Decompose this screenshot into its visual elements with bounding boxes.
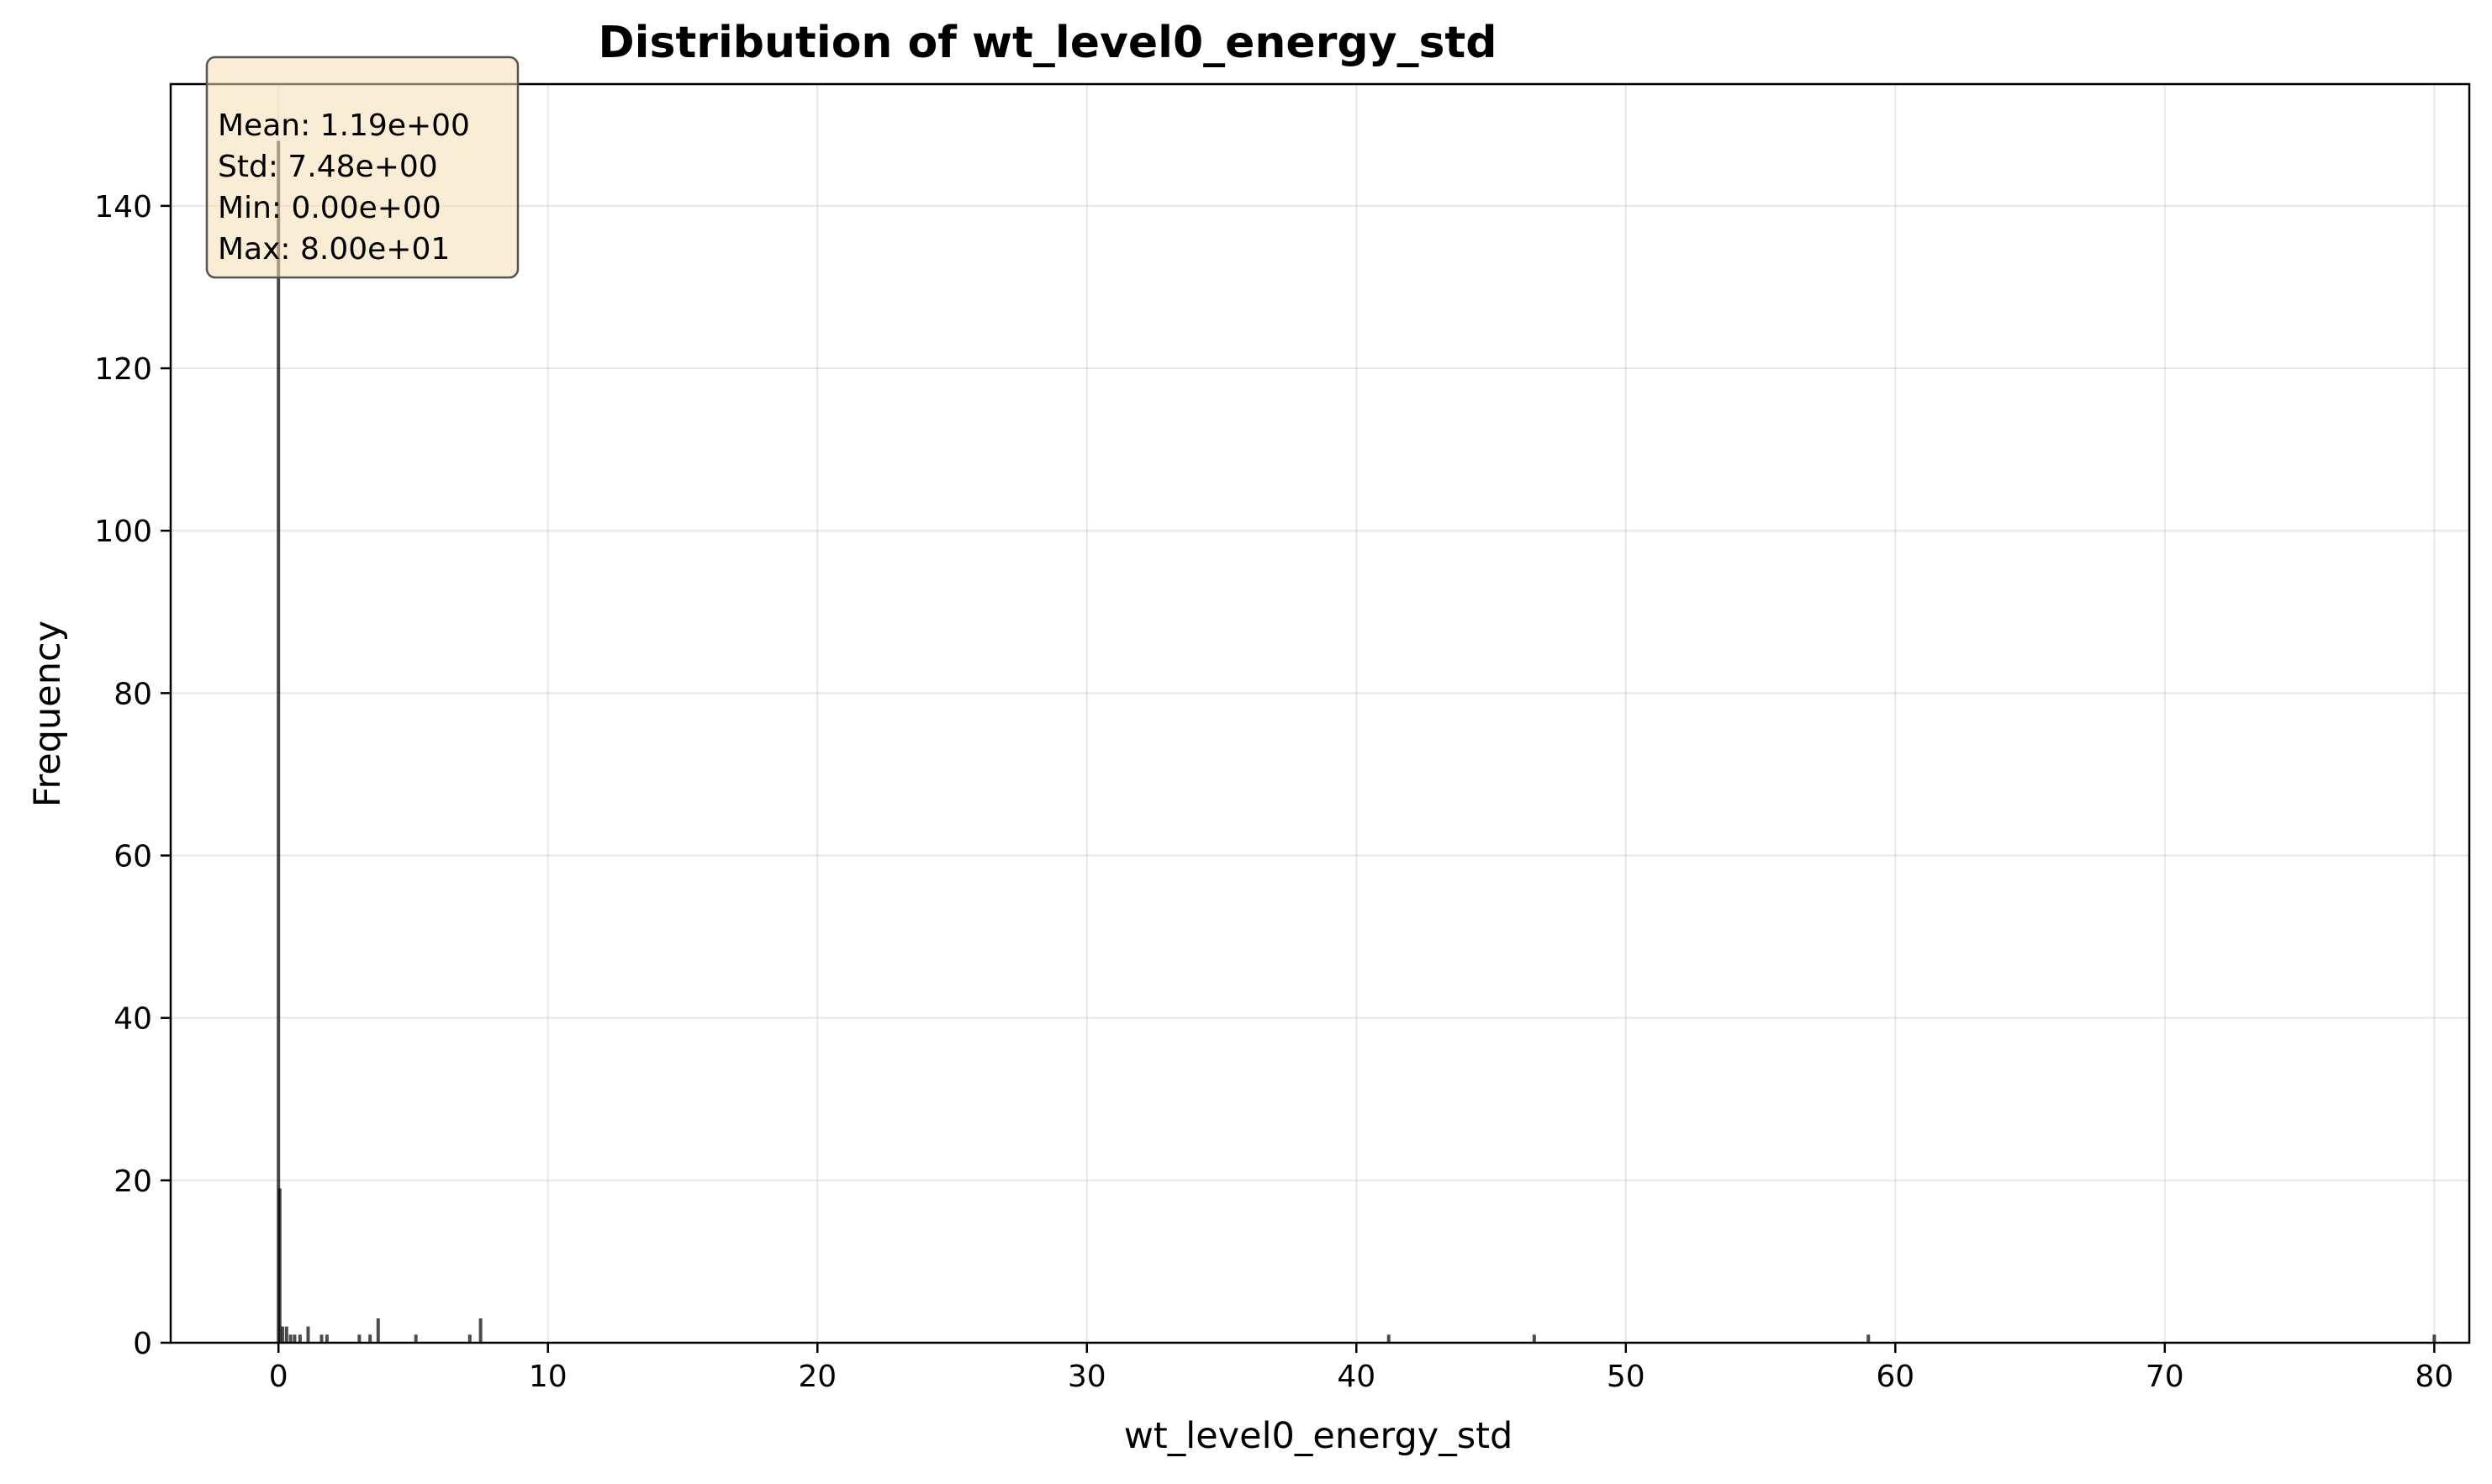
x-axis-ticks: 0 10 20 30 40 50 60 70 80 [269, 1343, 2453, 1394]
histogram-bar [306, 1326, 310, 1343]
histogram-bar [1866, 1334, 1871, 1343]
histogram-bar [357, 1334, 362, 1343]
histogram-bar [467, 1334, 472, 1343]
stats-mean: Mean: 1.19e+00 [218, 108, 470, 143]
x-axis-label: wt_level0_energy_std [1124, 1415, 1513, 1457]
x-tick-label: 60 [1876, 1360, 1914, 1394]
histogram-bar [1386, 1334, 1391, 1343]
histogram-bar [277, 1188, 282, 1343]
x-tick-label: 0 [269, 1360, 288, 1394]
histogram-bar [414, 1334, 418, 1343]
stats-min: Min: 0.00e+00 [218, 191, 441, 225]
histogram-bar [284, 1326, 288, 1343]
histogram-bar [368, 1334, 372, 1343]
histogram-bar [281, 1326, 285, 1343]
y-tick-label: 0 [133, 1327, 152, 1361]
plot-area-frame [169, 82, 2471, 1344]
x-tick-label: 40 [1337, 1360, 1375, 1394]
stats-max: Max: 8.00e+01 [218, 232, 450, 267]
y-axis-label: Frequency [27, 621, 69, 807]
chart-title: Distribution of wt_level0_energy_std [599, 18, 1497, 68]
x-tick-label: 30 [1068, 1360, 1106, 1394]
histogram-bar [478, 1318, 483, 1343]
y-tick-label: 80 [114, 677, 152, 711]
histogram-bar [376, 1318, 380, 1343]
histogram-bar [319, 1334, 324, 1343]
histogram-bar [298, 1334, 302, 1343]
histogram-bar [2432, 1334, 2437, 1343]
statistics-box: Mean: 1.19e+00 Std: 7.48e+00 Min: 0.00e+… [205, 55, 520, 279]
histogram-bar [277, 140, 281, 1343]
stats-std: Std: 7.48e+00 [218, 150, 438, 184]
x-tick-label: 70 [2146, 1360, 2184, 1394]
histogram-bar [325, 1334, 329, 1343]
x-tick-label: 20 [798, 1360, 837, 1394]
histogram-bar [293, 1334, 297, 1343]
y-tick-label: 40 [114, 1002, 152, 1037]
x-tick-label: 10 [529, 1360, 568, 1394]
statistics-box-background [205, 55, 520, 279]
y-tick-label: 140 [94, 190, 152, 224]
y-axis-ticks: 0 20 40 60 80 100 120 140 [94, 190, 171, 1361]
x-tick-label: 50 [1607, 1360, 1645, 1394]
histogram-bar [1532, 1334, 1536, 1343]
y-tick-label: 20 [114, 1164, 152, 1199]
histogram-bar [288, 1334, 293, 1343]
y-tick-label: 120 [94, 352, 152, 387]
x-tick-label: 80 [2415, 1360, 2453, 1394]
y-tick-label: 60 [114, 840, 152, 874]
y-tick-label: 100 [94, 515, 152, 549]
histogram-bars [277, 140, 2437, 1343]
